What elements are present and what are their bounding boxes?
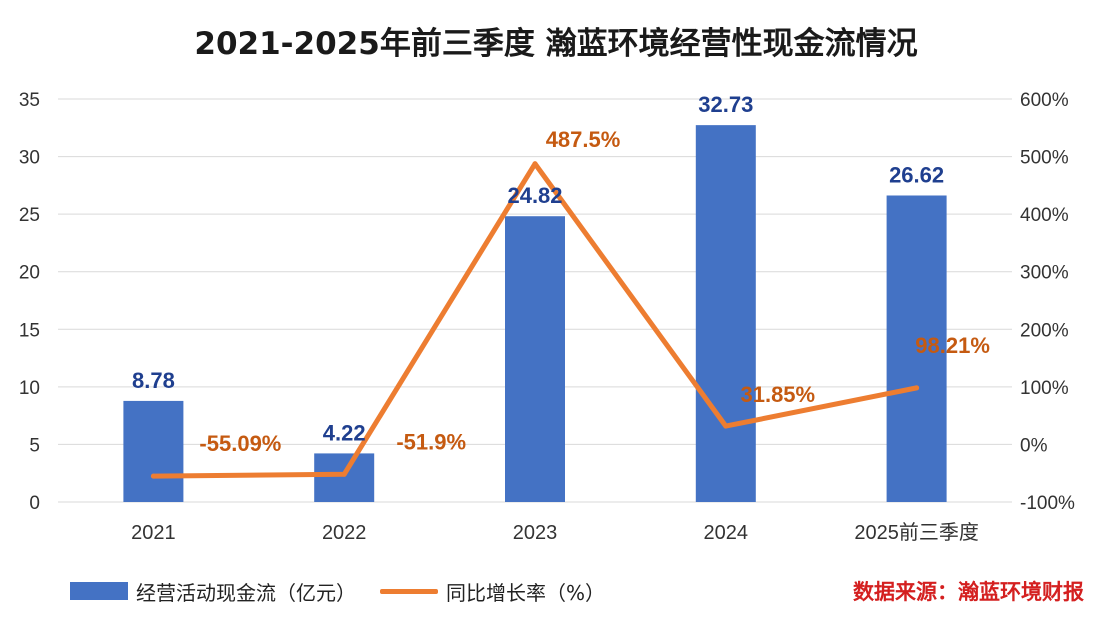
y-right-tick-label: 100% bbox=[1020, 378, 1069, 399]
x-tick-label: 2025前三季度 bbox=[854, 521, 979, 544]
legend-item-line: 同比增长率（%） bbox=[380, 577, 605, 606]
y-left-tick-label: 0 bbox=[29, 493, 40, 514]
bar-data-label: 32.73 bbox=[698, 92, 753, 117]
chart-title: 2021-2025年前三季度 瀚蓝环境经营性现金流情况 bbox=[194, 26, 918, 62]
bar bbox=[314, 453, 375, 502]
y-right-tick-label: -100% bbox=[1020, 493, 1075, 514]
legend-label-line: 同比增长率（%） bbox=[446, 580, 606, 605]
line-point bbox=[723, 423, 729, 429]
source-note: 数据来源：瀚蓝环境财报 bbox=[853, 580, 1084, 604]
x-tick-label: 2024 bbox=[704, 522, 749, 544]
line-point bbox=[150, 473, 156, 479]
x-tick-label: 2022 bbox=[322, 522, 367, 544]
legend: 经营活动现金流（亿元） 同比增长率（%） bbox=[70, 574, 629, 608]
y-right-tick-label: 400% bbox=[1020, 205, 1069, 226]
bar-data-label: 26.62 bbox=[889, 162, 944, 187]
bar-data-label: 24.82 bbox=[507, 183, 562, 208]
line-point bbox=[914, 385, 920, 391]
x-tick-label: 2023 bbox=[513, 522, 558, 544]
line-data-label: 31.85% bbox=[740, 382, 815, 407]
y-right-tick-label: 600% bbox=[1020, 90, 1069, 111]
y-left-tick-label: 35 bbox=[19, 90, 40, 111]
y-left-tick-label: 15 bbox=[19, 320, 40, 341]
legend-swatch-line bbox=[380, 588, 438, 594]
y-left-tick-label: 20 bbox=[19, 263, 40, 284]
bar bbox=[505, 216, 565, 502]
bar bbox=[886, 195, 947, 502]
y-right-tick-label: 0% bbox=[1020, 435, 1048, 456]
bar-data-label: 8.78 bbox=[132, 368, 175, 393]
legend-label-bar: 经营活动现金流（亿元） bbox=[136, 580, 356, 605]
bar-data-label: 4.22 bbox=[323, 420, 366, 445]
line-data-label: -55.09% bbox=[199, 431, 281, 456]
y-right-tick-label: 300% bbox=[1020, 263, 1069, 284]
line-data-label: 487.5% bbox=[546, 127, 621, 152]
y-right-tick-label: 500% bbox=[1020, 148, 1069, 169]
line-data-label: -51.9% bbox=[396, 429, 466, 454]
y-right-tick-label: 200% bbox=[1020, 320, 1069, 341]
combo-chart: 8.78 4.22 24.82 32.73 26.62 -55.09% -51.9% 487.… bbox=[19, 90, 1075, 544]
legend-swatch-bar bbox=[70, 582, 128, 600]
y-left-tick-label: 25 bbox=[19, 205, 40, 226]
line-point bbox=[532, 161, 538, 167]
bar bbox=[123, 400, 184, 502]
y-left-tick-label: 10 bbox=[19, 378, 40, 399]
legend-item-bar: 经营活动现金流（亿元） bbox=[70, 577, 356, 606]
y-left-tick-label: 30 bbox=[19, 148, 40, 169]
line-data-label: 98.21% bbox=[915, 333, 990, 358]
bar bbox=[695, 125, 756, 503]
line-point bbox=[341, 471, 347, 477]
x-tick-label: 2021 bbox=[131, 522, 176, 544]
y-left-tick-label: 5 bbox=[29, 435, 40, 456]
